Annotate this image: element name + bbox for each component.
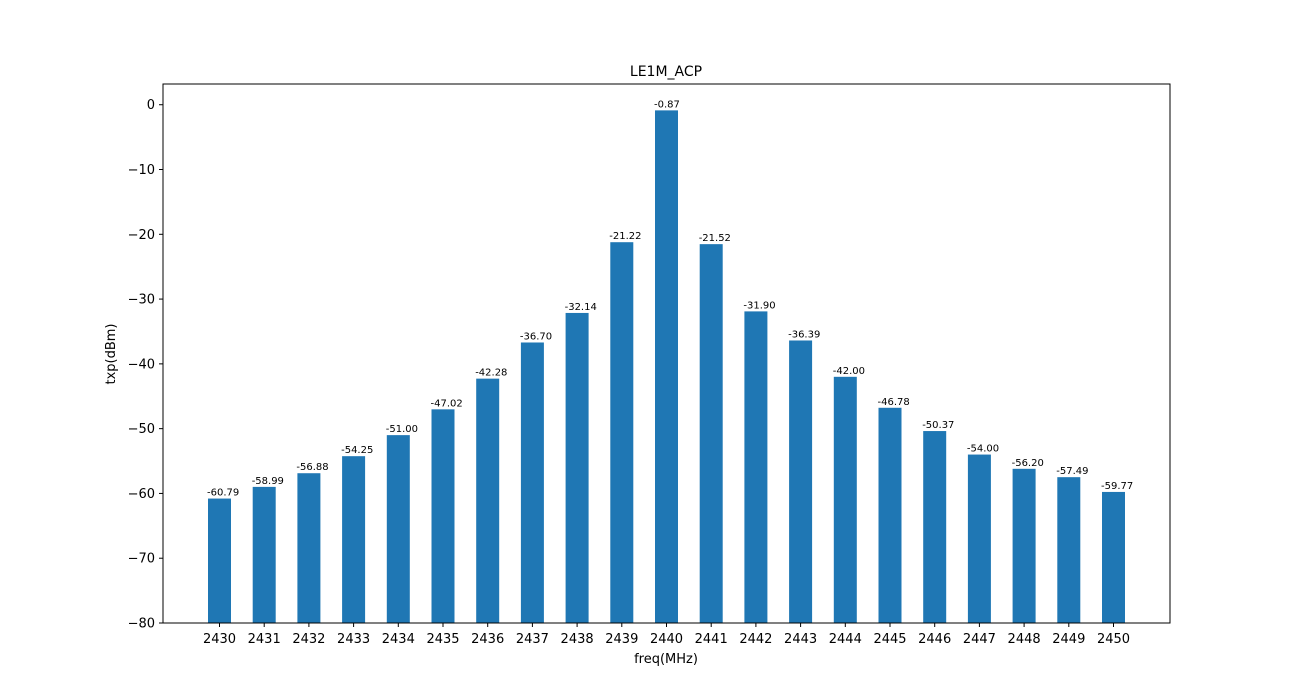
data-label-2430: -60.79 (207, 488, 239, 499)
x-tick-label-2437: 2437 (516, 632, 549, 647)
x-tick-label-2430: 2430 (203, 632, 236, 647)
bar-2447 (967, 454, 991, 623)
x-tick-label-2440: 2440 (650, 632, 683, 647)
x-tick-label-2447: 2447 (963, 632, 996, 647)
bar-2444 (833, 376, 857, 623)
x-tick-label-2435: 2435 (426, 632, 459, 647)
chart-title: LE1M_ACP (630, 64, 702, 80)
x-tick-label-2431: 2431 (248, 632, 281, 647)
x-tick-label-2443: 2443 (784, 632, 817, 647)
bar-2443 (789, 340, 813, 623)
data-label-2439: -21.22 (609, 231, 641, 242)
y-tick-label: −60 (128, 487, 155, 502)
data-label-2448: -56.20 (1012, 458, 1044, 469)
plot-frame (162, 83, 1171, 624)
bar-2430 (208, 498, 231, 623)
bar-2448 (1012, 468, 1036, 623)
bar-2435 (431, 409, 455, 623)
y-tick-label: −20 (128, 228, 155, 243)
x-tick-label-2438: 2438 (561, 632, 594, 647)
y-tick-label: 0 (147, 98, 155, 113)
x-tick-label-2441: 2441 (695, 632, 728, 647)
bar-2438 (565, 312, 589, 623)
y-tick-label: −70 (128, 552, 155, 567)
data-labels-group: -60.79 -58.99 -56.88 -54.25 -51.00 -47.02 -42.… (207, 99, 1133, 498)
data-label-2443: -36.39 (788, 329, 820, 340)
x-tick-label-2434: 2434 (382, 632, 415, 647)
data-label-2437: -36.70 (520, 331, 552, 342)
y-tick-label: −50 (128, 422, 155, 437)
bar-2442 (744, 311, 768, 623)
x-tick-label-2442: 2442 (739, 632, 772, 647)
bar-2439 (610, 242, 634, 623)
data-label-2434: -51.00 (386, 424, 418, 435)
data-label-2449: -57.49 (1056, 466, 1088, 477)
data-label-2441: -21.52 (699, 233, 731, 244)
x-axis-label: freq(MHz) (634, 652, 698, 667)
y-axis: 0 −10 −20 −30 −40 −50 −60 −70 −80 (128, 98, 163, 632)
bar-2437 (520, 342, 544, 623)
y-tick-label: −30 (128, 293, 155, 308)
bar-2436 (476, 378, 500, 623)
x-tick-label-2444: 2444 (829, 632, 862, 647)
data-label-2445: -46.78 (878, 397, 910, 408)
data-label-2433: -54.25 (341, 445, 373, 456)
bar-2441 (699, 244, 723, 623)
bar-2440 (655, 110, 678, 624)
data-label-2436: -42.28 (475, 368, 507, 379)
data-label-2438: -32.14 (565, 302, 597, 313)
x-tick-label-2450: 2450 (1097, 632, 1130, 647)
x-tick-label-2439: 2439 (605, 632, 638, 647)
y-tick-label: −40 (128, 357, 155, 372)
bar-2450 (1102, 491, 1125, 623)
y-tick-label: −80 (128, 617, 155, 632)
data-label-2432: -56.88 (296, 462, 328, 473)
x-tick-label-2436: 2436 (471, 632, 504, 647)
data-label-2447: -54.00 (967, 444, 999, 455)
data-label-2444: -42.00 (833, 366, 865, 377)
data-label-2435: -47.02 (431, 398, 463, 409)
x-tick-label-2449: 2449 (1052, 632, 1085, 647)
data-label-2450: -59.77 (1101, 481, 1133, 492)
data-label-2442: -31.90 (743, 300, 775, 311)
x-tick-label-2433: 2433 (337, 632, 370, 647)
x-axis: 2430 2431 2432 2433 2434 2435 2436 2437 2438 2439… (203, 623, 1130, 647)
bar-2449 (1057, 477, 1081, 623)
data-label-2431: -58.99 (252, 476, 284, 487)
bar-2431 (252, 486, 276, 623)
y-tick-label: −10 (128, 163, 155, 178)
bar-2446 (923, 431, 947, 623)
data-label-2446: -50.37 (922, 420, 954, 431)
x-tick-label-2448: 2448 (1008, 632, 1041, 647)
bar-2434 (386, 435, 410, 623)
data-label-2440: -0.87 (654, 99, 680, 110)
x-tick-label-2446: 2446 (918, 632, 951, 647)
y-axis-label: txp(dBm) (104, 323, 119, 384)
bar-2445 (878, 407, 902, 623)
bar-2432 (297, 473, 321, 623)
bar-2433 (342, 456, 366, 623)
x-tick-label-2445: 2445 (873, 632, 906, 647)
bars-group (208, 110, 1125, 624)
x-tick-label-2432: 2432 (292, 632, 325, 647)
